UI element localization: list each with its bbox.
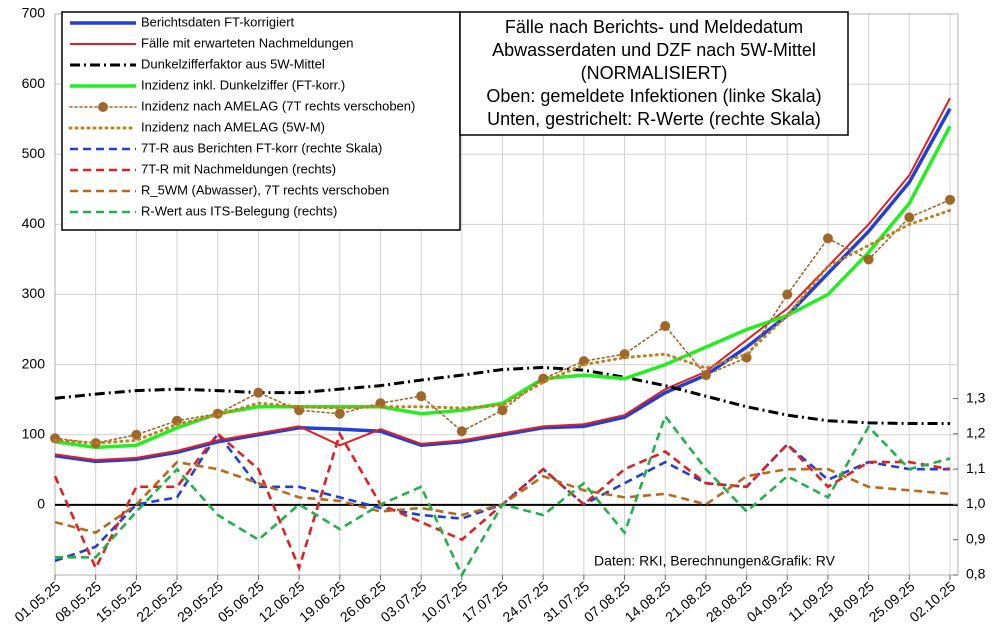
y2-tick-label: 1,3: [966, 389, 986, 405]
series-line: [54, 107, 952, 464]
series-marker: [253, 387, 264, 398]
series-line: [54, 365, 950, 426]
y-tick-label: 100: [22, 425, 46, 441]
chart-title: Fälle nach Berichts- und Meldedatum: [505, 17, 803, 37]
legend-label: Berichtsdaten FT-korrigiert: [141, 14, 295, 29]
series-marker: [945, 194, 955, 205]
series-marker: [50, 433, 60, 444]
y-tick-label: 700: [22, 5, 46, 21]
chart-title: Abwasserdaten und DZF nach 5W-Mittel: [492, 40, 816, 60]
y-tick-label: 300: [22, 285, 46, 301]
legend-marker: [98, 102, 108, 112]
y2-tick-label: 1,1: [966, 460, 986, 476]
y-tick-label: 0: [37, 496, 45, 512]
legend-label: 7T-R mit Nachmeldungen (rechts): [141, 161, 336, 176]
legend-label: R-Wert aus ITS-Belegung (rechts): [141, 203, 337, 218]
legend-label: Inzidenz nach AMELAG (5W-M): [141, 119, 325, 134]
legend-label: Dunkelzifferfaktor aus 5W-Mittel: [141, 56, 325, 71]
title-box: [459, 11, 849, 136]
annotation: Daten: RKI, Berechnungen&Grafik: RV: [594, 553, 836, 569]
chart-title: Unten, gestrichelt: R-Werte (rechte Skal…: [487, 109, 821, 129]
series-marker: [863, 254, 874, 265]
legend-label: Inzidenz nach AMELAG (7T rechts verschob…: [141, 98, 415, 113]
series-line: [54, 97, 951, 461]
series-marker: [782, 289, 793, 300]
chart-title: Oben: gemeldete Infektionen (linke Skala…: [486, 86, 821, 106]
legend-box: [61, 11, 461, 231]
series-marker: [334, 408, 345, 419]
chart-title: (NORMALISIERT): [581, 63, 728, 83]
series-line: [55, 413, 951, 578]
series-marker: [456, 426, 467, 437]
y-tick-label: 600: [22, 75, 46, 91]
legend-label: R_5WM (Abwasser), 7T rechts verschoben: [141, 182, 389, 197]
y2-tick-label: 0,8: [966, 566, 986, 582]
series-marker: [700, 370, 711, 381]
y-tick-label: 200: [22, 355, 46, 371]
series-line: [54, 125, 952, 450]
y2-tick-label: 1,0: [966, 495, 986, 511]
series-marker: [497, 405, 508, 416]
legend-label: 7T-R aus Berichten FT-korr (rechte Skala…: [141, 140, 382, 155]
y2-tick-label: 0,9: [966, 530, 986, 546]
y2-tick-label: 1,2: [966, 425, 986, 441]
y-tick-label: 500: [22, 145, 46, 161]
legend-label: Inzidenz inkl. Dunkelziffer (FT-korr.): [141, 77, 345, 92]
series-marker: [822, 233, 833, 244]
series-marker: [131, 429, 142, 440]
series-marker: [904, 212, 915, 223]
legend-label: Fälle mit erwarteten Nachmeldungen: [141, 35, 353, 50]
series-marker: [660, 321, 671, 332]
y-tick-label: 400: [22, 215, 46, 231]
series-marker: [416, 391, 427, 402]
